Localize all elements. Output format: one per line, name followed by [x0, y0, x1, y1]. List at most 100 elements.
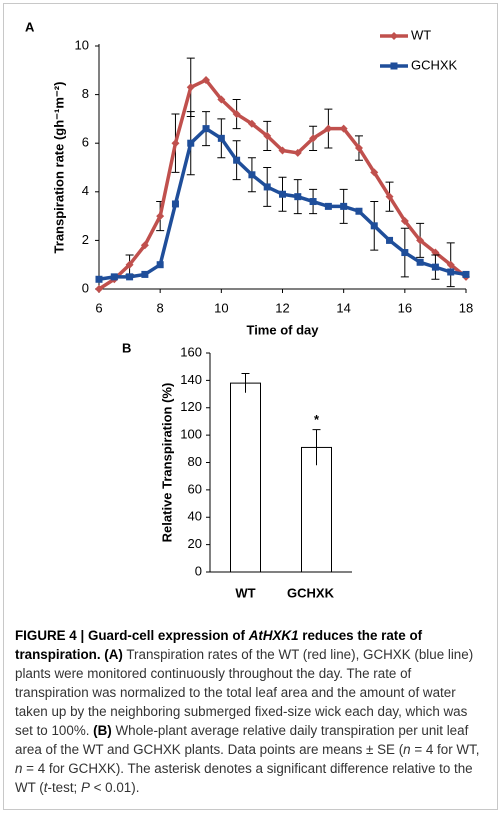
y-tick-label: 160	[180, 344, 202, 359]
legend-label: WT	[411, 27, 431, 42]
y-tick-label: 6	[82, 135, 89, 150]
point-marker	[248, 171, 256, 179]
caption-text: (B)	[93, 723, 112, 738]
point-marker	[309, 134, 318, 143]
y-tick-label: 4	[82, 183, 89, 198]
legend-marker	[390, 62, 398, 70]
x-tick-label: 18	[459, 300, 473, 315]
point-marker	[186, 83, 195, 92]
panel-label: A	[25, 19, 35, 34]
caption-text: P	[80, 780, 90, 795]
y-tick-label: 2	[82, 232, 89, 247]
bar	[230, 382, 261, 573]
point-marker	[416, 258, 424, 266]
point-marker	[293, 148, 302, 157]
point-marker	[447, 268, 455, 276]
x-tick-label: 10	[214, 300, 228, 315]
x-axis-title: Time of day	[246, 322, 319, 337]
point-marker	[125, 260, 134, 269]
point-marker	[339, 124, 348, 133]
legend-marker	[390, 32, 398, 40]
point-marker	[141, 270, 149, 278]
x-tick-label: WT	[235, 585, 255, 600]
error-bar	[241, 373, 250, 393]
point-marker	[187, 139, 195, 147]
y-axis-title: Relative Transpiration (%)	[159, 383, 174, 543]
significance-mark: *	[314, 412, 320, 427]
point-marker	[340, 202, 348, 210]
y-tick-label: 0	[82, 280, 89, 295]
y-tick-label: 8	[82, 86, 89, 101]
caption-text: AtHXK1	[248, 628, 299, 643]
point-marker	[171, 200, 179, 208]
point-marker	[324, 124, 333, 133]
y-tick-label: 60	[188, 481, 202, 496]
x-tick-label: 14	[336, 300, 350, 315]
y-tick-label: 80	[188, 454, 202, 469]
caption: FIGURE 4 | Guard-cell expression of AtHX…	[15, 626, 487, 797]
point-marker	[202, 125, 210, 133]
point-marker	[171, 139, 180, 148]
point-marker	[126, 273, 134, 281]
caption-text: Transpiration rates of the WT (red line)…	[15, 647, 474, 738]
caption-text: FIGURE 4 | Guard-cell expression of	[15, 628, 249, 643]
point-marker	[370, 168, 379, 177]
point-marker	[416, 236, 425, 245]
point-marker	[156, 212, 165, 221]
y-tick-label: 20	[188, 536, 202, 551]
point-marker	[156, 261, 164, 269]
x-tick-label: GCHXK	[287, 585, 335, 600]
point-marker	[278, 146, 287, 155]
point-marker	[324, 202, 332, 210]
caption-text: = 4 for GCHXK). The asterisk denotes a s…	[15, 761, 473, 795]
figure: A 0 2 4 6 8 10 6 8 10 12 14 16 18 Time of day Transpira…	[25, 19, 473, 600]
caption-text: (A)	[104, 647, 123, 662]
error-bar	[312, 429, 321, 466]
point-marker	[309, 198, 317, 206]
caption-text: -test;	[47, 780, 81, 795]
y-tick-label: 140	[180, 372, 202, 387]
point-marker	[263, 183, 271, 191]
x-tick-label: 6	[95, 300, 102, 315]
point-marker	[140, 241, 149, 250]
caption-text: Whole-plant average relative daily trans…	[15, 723, 469, 757]
caption-text: reduces the rate of transpiration.	[15, 628, 423, 662]
figure-frame	[3, 3, 498, 810]
panel-label: B	[122, 340, 131, 355]
x-tick-label: 16	[398, 300, 412, 315]
point-marker	[232, 110, 241, 119]
legend-label: GCHXK	[411, 57, 458, 72]
y-axis-title: Transpiration rate (gh⁻¹m⁻²)	[51, 82, 66, 254]
caption-text: n	[15, 761, 23, 776]
point-marker	[401, 249, 409, 257]
bar	[301, 446, 332, 573]
point-marker	[431, 263, 439, 271]
point-marker	[95, 285, 103, 293]
caption-text: n	[403, 742, 411, 757]
point-marker	[279, 190, 286, 198]
point-marker	[370, 222, 378, 230]
caption-text: = 4 for WT,	[410, 742, 480, 757]
point-marker	[354, 144, 363, 153]
point-marker	[462, 270, 470, 278]
caption-text: t	[43, 780, 48, 795]
point-marker	[294, 193, 302, 201]
point-marker	[217, 134, 225, 142]
point-marker	[95, 275, 103, 283]
point-marker	[446, 260, 455, 269]
point-marker	[247, 119, 256, 128]
point-marker	[386, 236, 394, 244]
y-tick-label: 40	[188, 509, 202, 524]
point-marker	[385, 192, 394, 201]
point-marker	[355, 207, 363, 215]
x-tick-label: 12	[275, 300, 289, 315]
point-marker	[263, 131, 272, 140]
x-tick-label: 8	[157, 300, 164, 315]
y-tick-label: 100	[180, 427, 202, 442]
y-tick-label: 120	[180, 399, 202, 414]
point-marker	[217, 95, 226, 104]
point-marker	[202, 76, 211, 85]
y-tick-label: 0	[195, 563, 202, 578]
point-marker	[400, 216, 409, 225]
